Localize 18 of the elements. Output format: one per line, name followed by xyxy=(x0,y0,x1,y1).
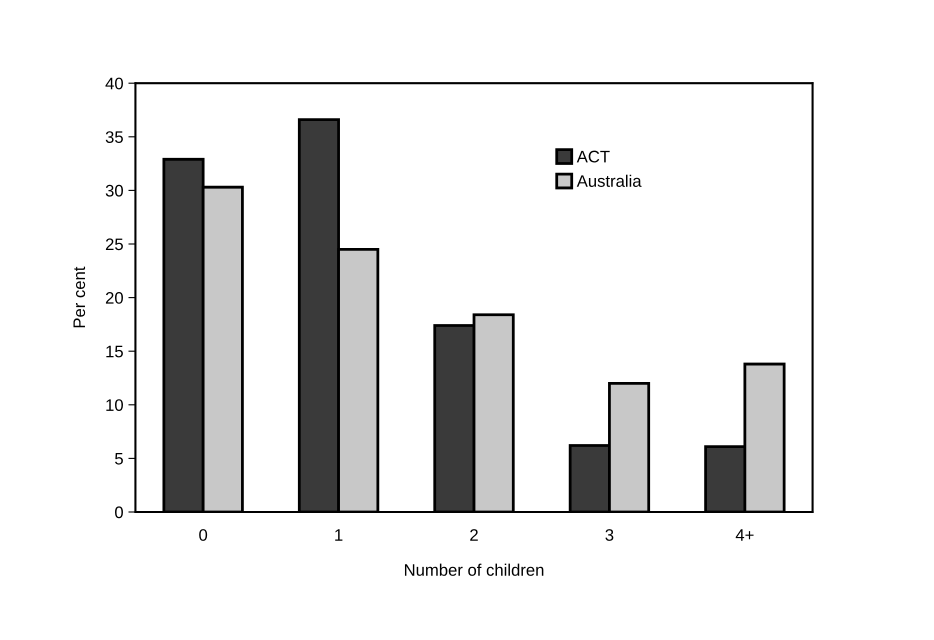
y-tick-label: 15 xyxy=(106,346,123,358)
y-tick-label: 10 xyxy=(106,399,123,412)
y-axis-title: Per cent xyxy=(73,266,86,328)
y-tick-label: 5 xyxy=(115,452,123,465)
x-tick-label: 4+ xyxy=(736,529,754,541)
x-tick-label: 3 xyxy=(605,529,614,541)
y-tick-label: 0 xyxy=(115,506,123,518)
x-tick-label: 2 xyxy=(470,529,478,541)
y-tick-label: 20 xyxy=(106,292,123,304)
x-tick-label: 1 xyxy=(335,529,342,541)
y-tick-label: 25 xyxy=(106,238,123,250)
x-tick-label: 0 xyxy=(199,529,208,541)
legend-label: ACT xyxy=(576,150,610,162)
legend-label: Australia xyxy=(576,174,642,187)
y-tick-label: 40 xyxy=(105,78,123,90)
y-tick-label: 30 xyxy=(106,184,123,197)
x-axis-title: Number of children xyxy=(404,564,544,576)
y-tick-label: 35 xyxy=(106,131,123,144)
